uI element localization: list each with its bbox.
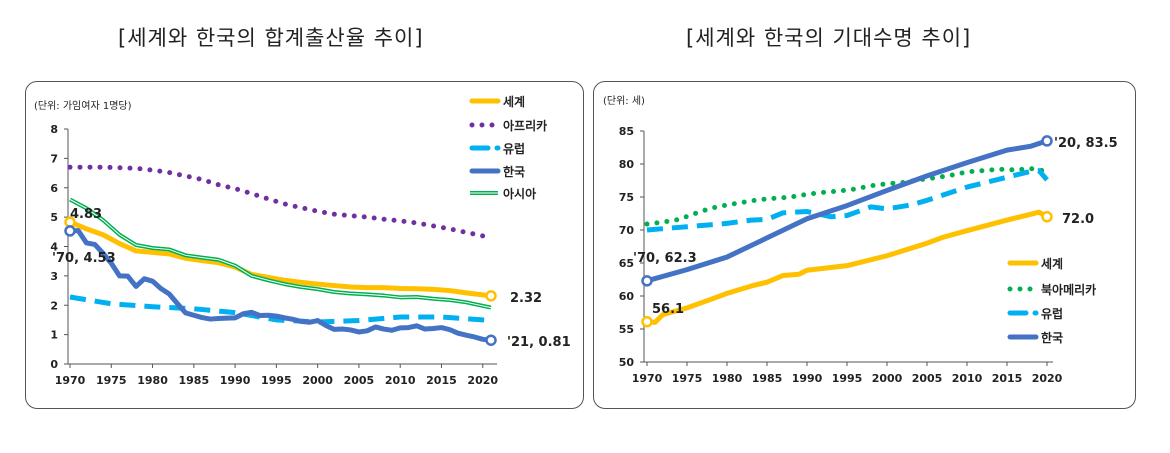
legend-label: 한국	[1041, 330, 1063, 345]
y-tick-label: 3	[50, 270, 58, 283]
endpoint-marker	[641, 275, 653, 287]
legend-label: 아프리카	[503, 118, 547, 133]
x-tick-label: 2005	[912, 372, 943, 385]
y-tick-label: 5	[50, 211, 58, 224]
x-tick-label: 1985	[179, 374, 210, 387]
data-label: 72.0	[1062, 212, 1094, 227]
x-tick-label: 1980	[712, 372, 743, 385]
series-북아메리카	[644, 166, 1050, 227]
x-tick-label: 1985	[752, 372, 783, 385]
endpoint-marker	[1041, 211, 1053, 223]
x-tick-label: 1975	[672, 372, 703, 385]
legend-label: 세계	[1041, 256, 1063, 271]
series-세계	[69, 219, 492, 299]
x-tick-label: 2010	[952, 372, 983, 385]
x-tick-label: 2000	[872, 372, 903, 385]
chart-title-fertility: [세계와 한국의 합계출산율 추이]	[118, 26, 424, 50]
legend-label: 유럽	[503, 142, 525, 156]
legend-label: 세계	[503, 94, 525, 109]
chart-0: (단위: 가임여자 1명당) 0 1 2 3 4 5 6 7 8 1970 1975 1980 1985 1…	[34, 94, 571, 387]
chart-frame-fertility	[25, 81, 584, 409]
y-tick-label: 2	[50, 299, 58, 312]
endpoint-marker	[485, 290, 497, 302]
x-tick-label: 1990	[792, 372, 823, 385]
y-tick-label: 55	[619, 323, 634, 336]
y-tick-label: 8	[50, 123, 58, 136]
x-tick-label: 2015	[992, 372, 1023, 385]
series-아프리카	[67, 164, 494, 241]
x-tick-label: 2000	[302, 374, 333, 387]
data-label: '70, 4.53	[52, 251, 116, 266]
x-tick-label: 1990	[220, 374, 251, 387]
endpoint-marker	[485, 334, 497, 346]
series-유럽	[646, 168, 1049, 233]
y-tick-label: 60	[619, 290, 635, 303]
series-아시아-inner	[69, 199, 492, 309]
y-tick-label: 80	[619, 158, 635, 171]
y-tick-label: 4	[50, 241, 58, 254]
legend-label: 유럽	[1041, 307, 1063, 321]
y-tick-label: 75	[619, 191, 634, 204]
x-tick-label: 2005	[344, 374, 375, 387]
series-세계	[646, 209, 1049, 325]
unit-label: (단위: 가임여자 1명당)	[34, 99, 132, 112]
x-tick-label: 1975	[96, 374, 127, 387]
y-tick-label: 0	[50, 358, 58, 371]
x-tick-label: 1980	[137, 374, 168, 387]
legend-label: 아시아	[503, 186, 536, 201]
chart-title-life-expectancy: [세계와 한국의 기대수명 추이]	[686, 26, 972, 50]
endpoint-marker	[641, 315, 653, 328]
x-tick-label: 2010	[385, 374, 416, 387]
y-tick-label: 7	[50, 152, 58, 165]
data-label: '70, 62.3	[633, 251, 697, 266]
series-한국	[646, 138, 1048, 284]
data-label: 56.1	[652, 302, 684, 317]
y-tick-label: 1	[50, 329, 58, 342]
y-tick-label: 65	[619, 257, 634, 270]
data-label: 2.32	[510, 291, 542, 306]
x-tick-label: 2020	[467, 374, 498, 387]
unit-label: (단위: 세)	[603, 94, 645, 107]
chart-frame-life-expectancy	[593, 81, 1136, 409]
data-label: '20, 83.5	[1054, 136, 1118, 151]
y-tick-label: 85	[619, 125, 634, 138]
endpoint-marker	[64, 225, 76, 237]
legend-label: 한국	[503, 164, 525, 179]
y-tick-label: 6	[50, 182, 58, 195]
chart-1: (단위: 세) 50 55 60 65 70 75 80 85 1970 1975 1980 1985 1…	[603, 94, 1118, 385]
x-tick-label: 1970	[632, 372, 663, 385]
legend-label: 북아메리카	[1041, 282, 1096, 297]
x-tick-label: 1995	[261, 374, 292, 387]
x-tick-label: 1970	[55, 374, 86, 387]
data-label: '21, 0.81	[507, 335, 571, 350]
x-tick-label: 2020	[1032, 372, 1063, 385]
x-tick-label: 2015	[426, 374, 457, 387]
endpoint-marker	[1041, 135, 1053, 147]
series-유럽	[69, 294, 492, 325]
x-tick-label: 1995	[832, 372, 863, 385]
y-tick-label: 70	[619, 224, 635, 237]
y-tick-label: 50	[619, 356, 635, 369]
series-한국	[69, 228, 492, 343]
data-label: 4.83	[70, 207, 102, 222]
